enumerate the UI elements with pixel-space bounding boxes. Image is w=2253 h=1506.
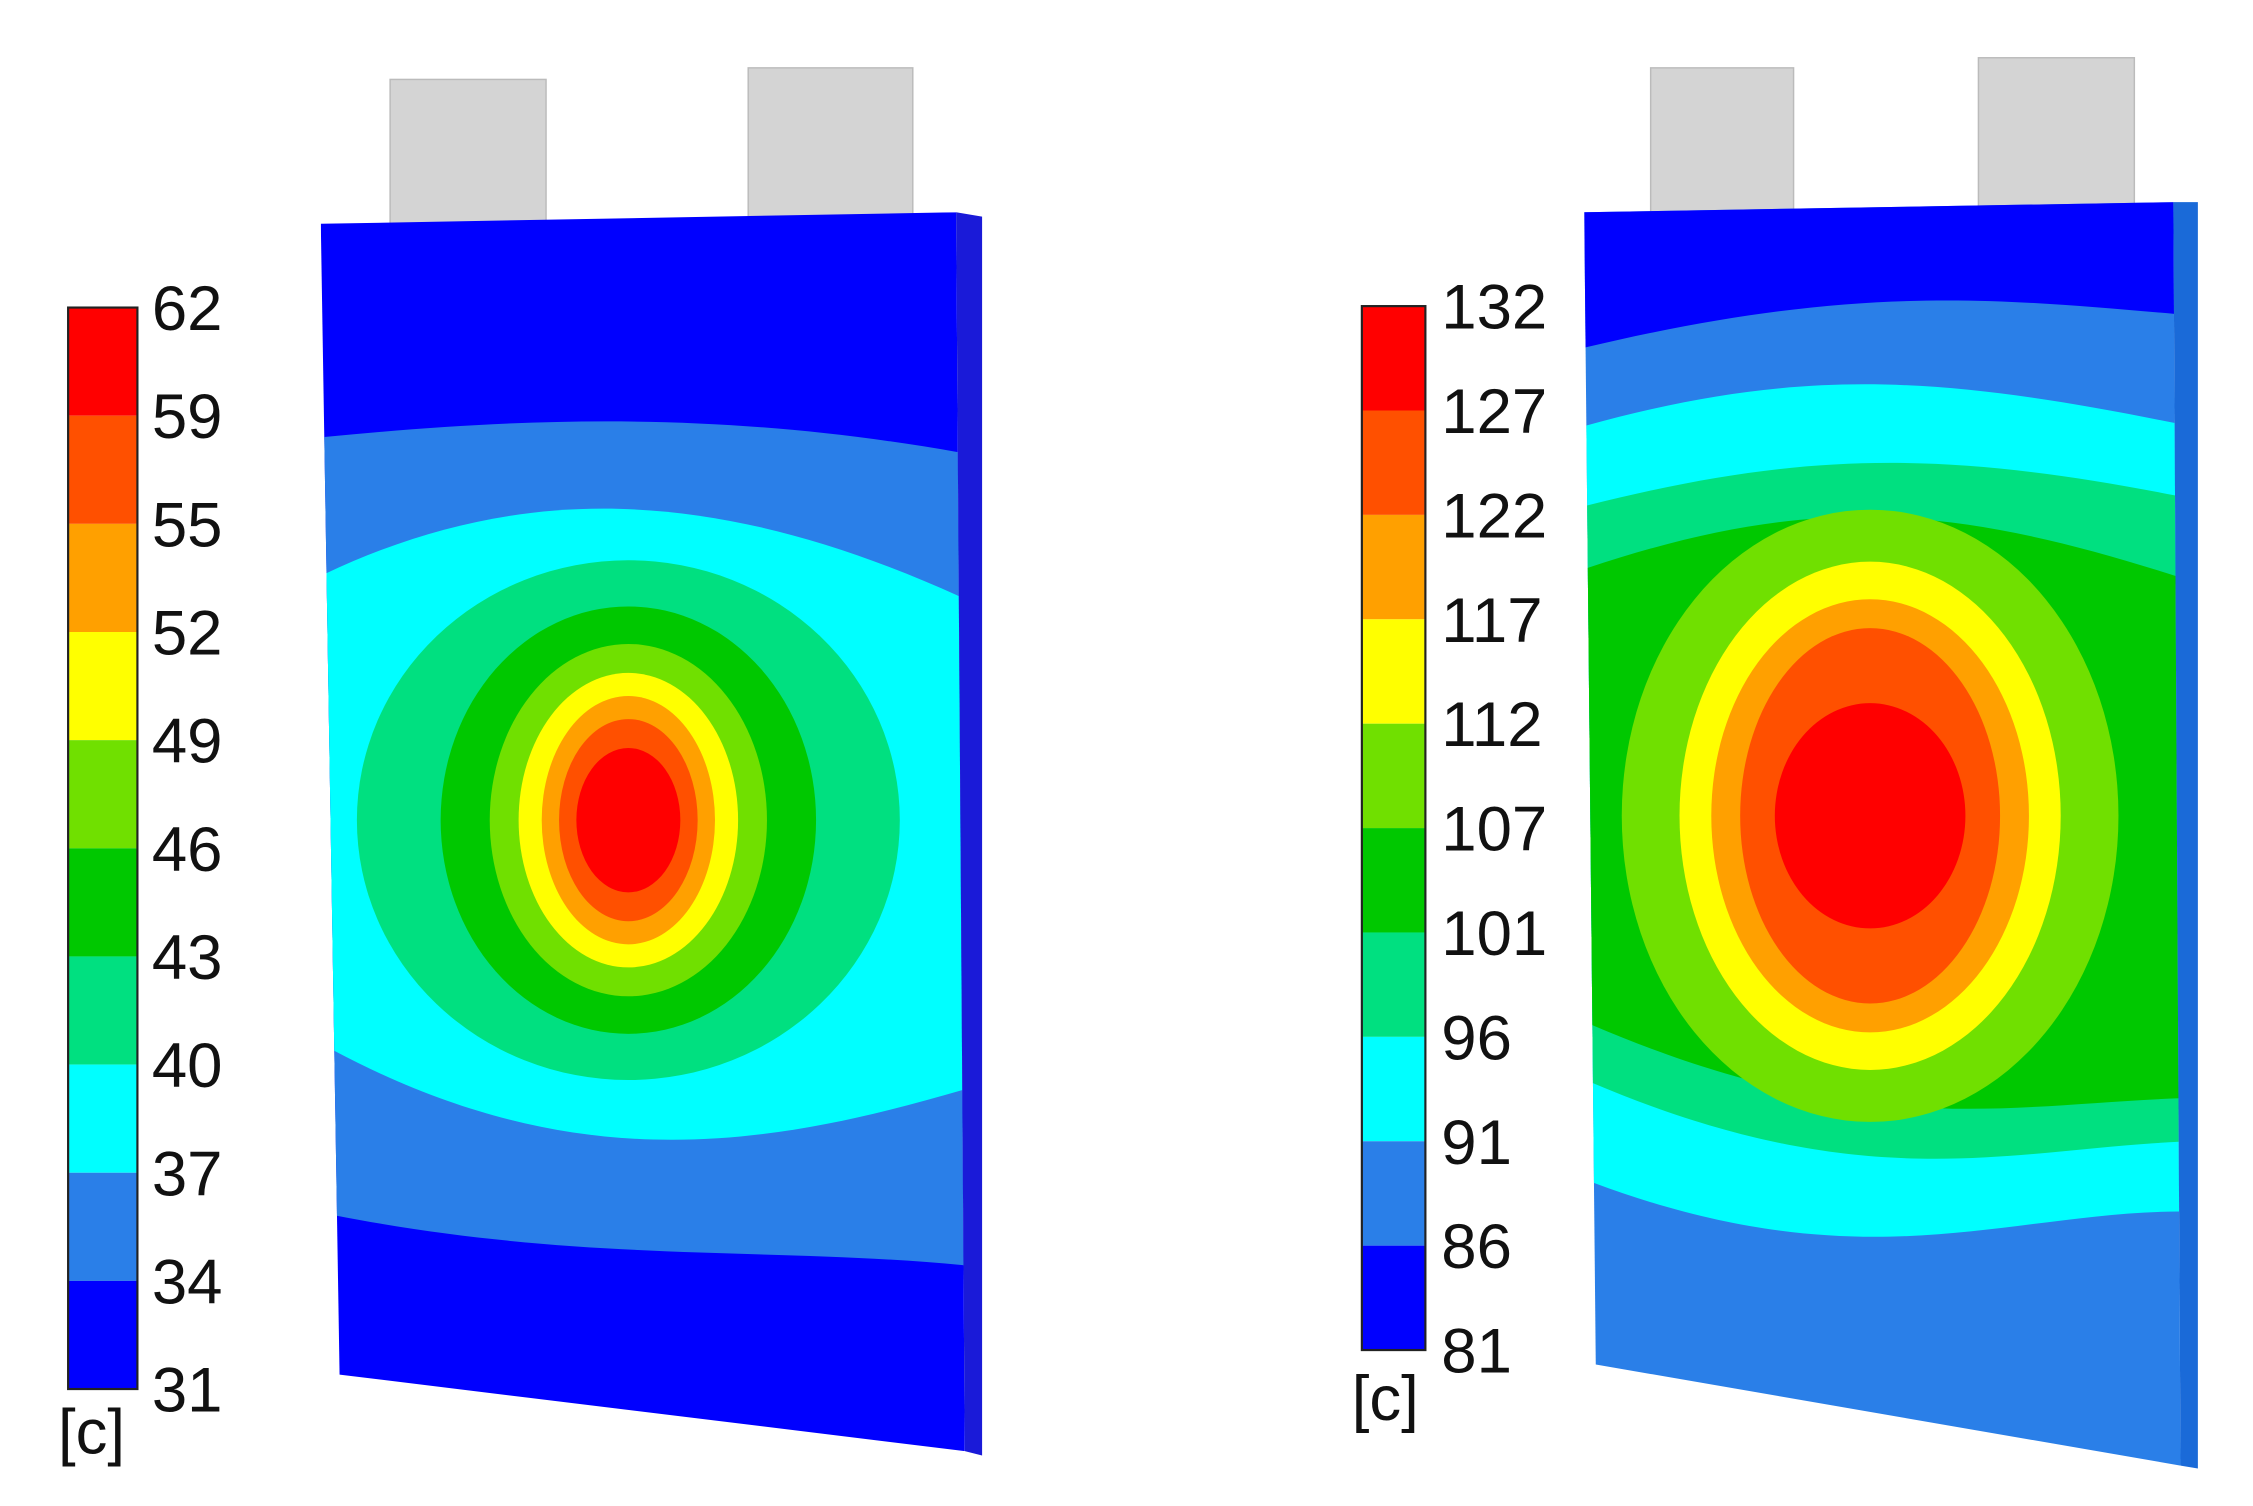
colorbar-tick-label: 59 xyxy=(152,381,223,452)
colorbar-band xyxy=(68,1172,138,1281)
tabs xyxy=(389,57,2136,225)
colorbar-band xyxy=(1361,1141,1426,1246)
colorbar-tick-label: 127 xyxy=(1441,376,1547,447)
colorbar-band xyxy=(1361,306,1426,411)
colorbar-tick-label: 96 xyxy=(1441,1002,1512,1073)
colorbar-band xyxy=(68,1280,138,1390)
colorbar-tick-label: 31 xyxy=(152,1355,223,1426)
battery-cell xyxy=(320,212,965,1452)
colorbar-tick-label: 101 xyxy=(1441,898,1547,969)
colorbar-tick-label: 91 xyxy=(1441,1107,1512,1178)
colorbar-unit: [c] xyxy=(58,1396,125,1467)
colorbar-tick-label: 62 xyxy=(152,273,223,344)
colorbar-band xyxy=(68,415,138,524)
colorbar-band xyxy=(1361,514,1426,620)
colorbar-tick-label: 81 xyxy=(1441,1316,1512,1387)
colorbar-band xyxy=(1361,1245,1426,1351)
colorbar-tick-label: 122 xyxy=(1441,480,1547,551)
cell-side xyxy=(2173,202,2198,1469)
colorbar-tick-label: 107 xyxy=(1441,794,1547,865)
colorbar-band xyxy=(68,956,138,1065)
colorbar-band xyxy=(68,523,138,633)
contour-band xyxy=(1774,703,1966,929)
colorbar-tick-label: 52 xyxy=(152,598,223,669)
colorbar-band xyxy=(1361,410,1426,515)
colorbar-tick-label: 43 xyxy=(152,922,223,993)
colorbar-band xyxy=(68,307,138,416)
colorbar-band xyxy=(68,740,138,849)
contour-band xyxy=(576,747,681,893)
colorbar-tick-label: 112 xyxy=(1441,689,1542,760)
colorbar-tick-label: 49 xyxy=(152,706,223,777)
colorbar-tick-label: 34 xyxy=(152,1246,223,1317)
colorbar-band xyxy=(68,848,138,957)
colorbar-band xyxy=(1361,1036,1426,1142)
colorbar-frame xyxy=(1360,305,1427,1352)
colorbar-tick-label: 132 xyxy=(1441,272,1547,343)
colorbar-band xyxy=(68,1064,138,1173)
colorbar-unit: [c] xyxy=(1352,1363,1419,1434)
colorbar-tick-label: 40 xyxy=(152,1030,223,1101)
colorbar-band xyxy=(68,632,138,741)
colorbar-frame xyxy=(67,306,139,1391)
colorbar-band xyxy=(1361,932,1426,1037)
colorbar-tick-label: 86 xyxy=(1441,1211,1512,1282)
colorbar-band xyxy=(1361,828,1426,933)
colorbar-tick-label: 37 xyxy=(152,1138,223,1209)
contour-band xyxy=(1584,202,2181,354)
colorbar-tick-label: 55 xyxy=(152,489,223,560)
colorbar-tick-label: 46 xyxy=(152,814,223,885)
colorbar-band xyxy=(1361,723,1426,829)
battery-cell xyxy=(1584,202,2181,1466)
colorbar-band xyxy=(1361,619,1426,724)
cell-side xyxy=(956,212,983,1456)
colorbar-tick-label: 117 xyxy=(1441,585,1542,656)
